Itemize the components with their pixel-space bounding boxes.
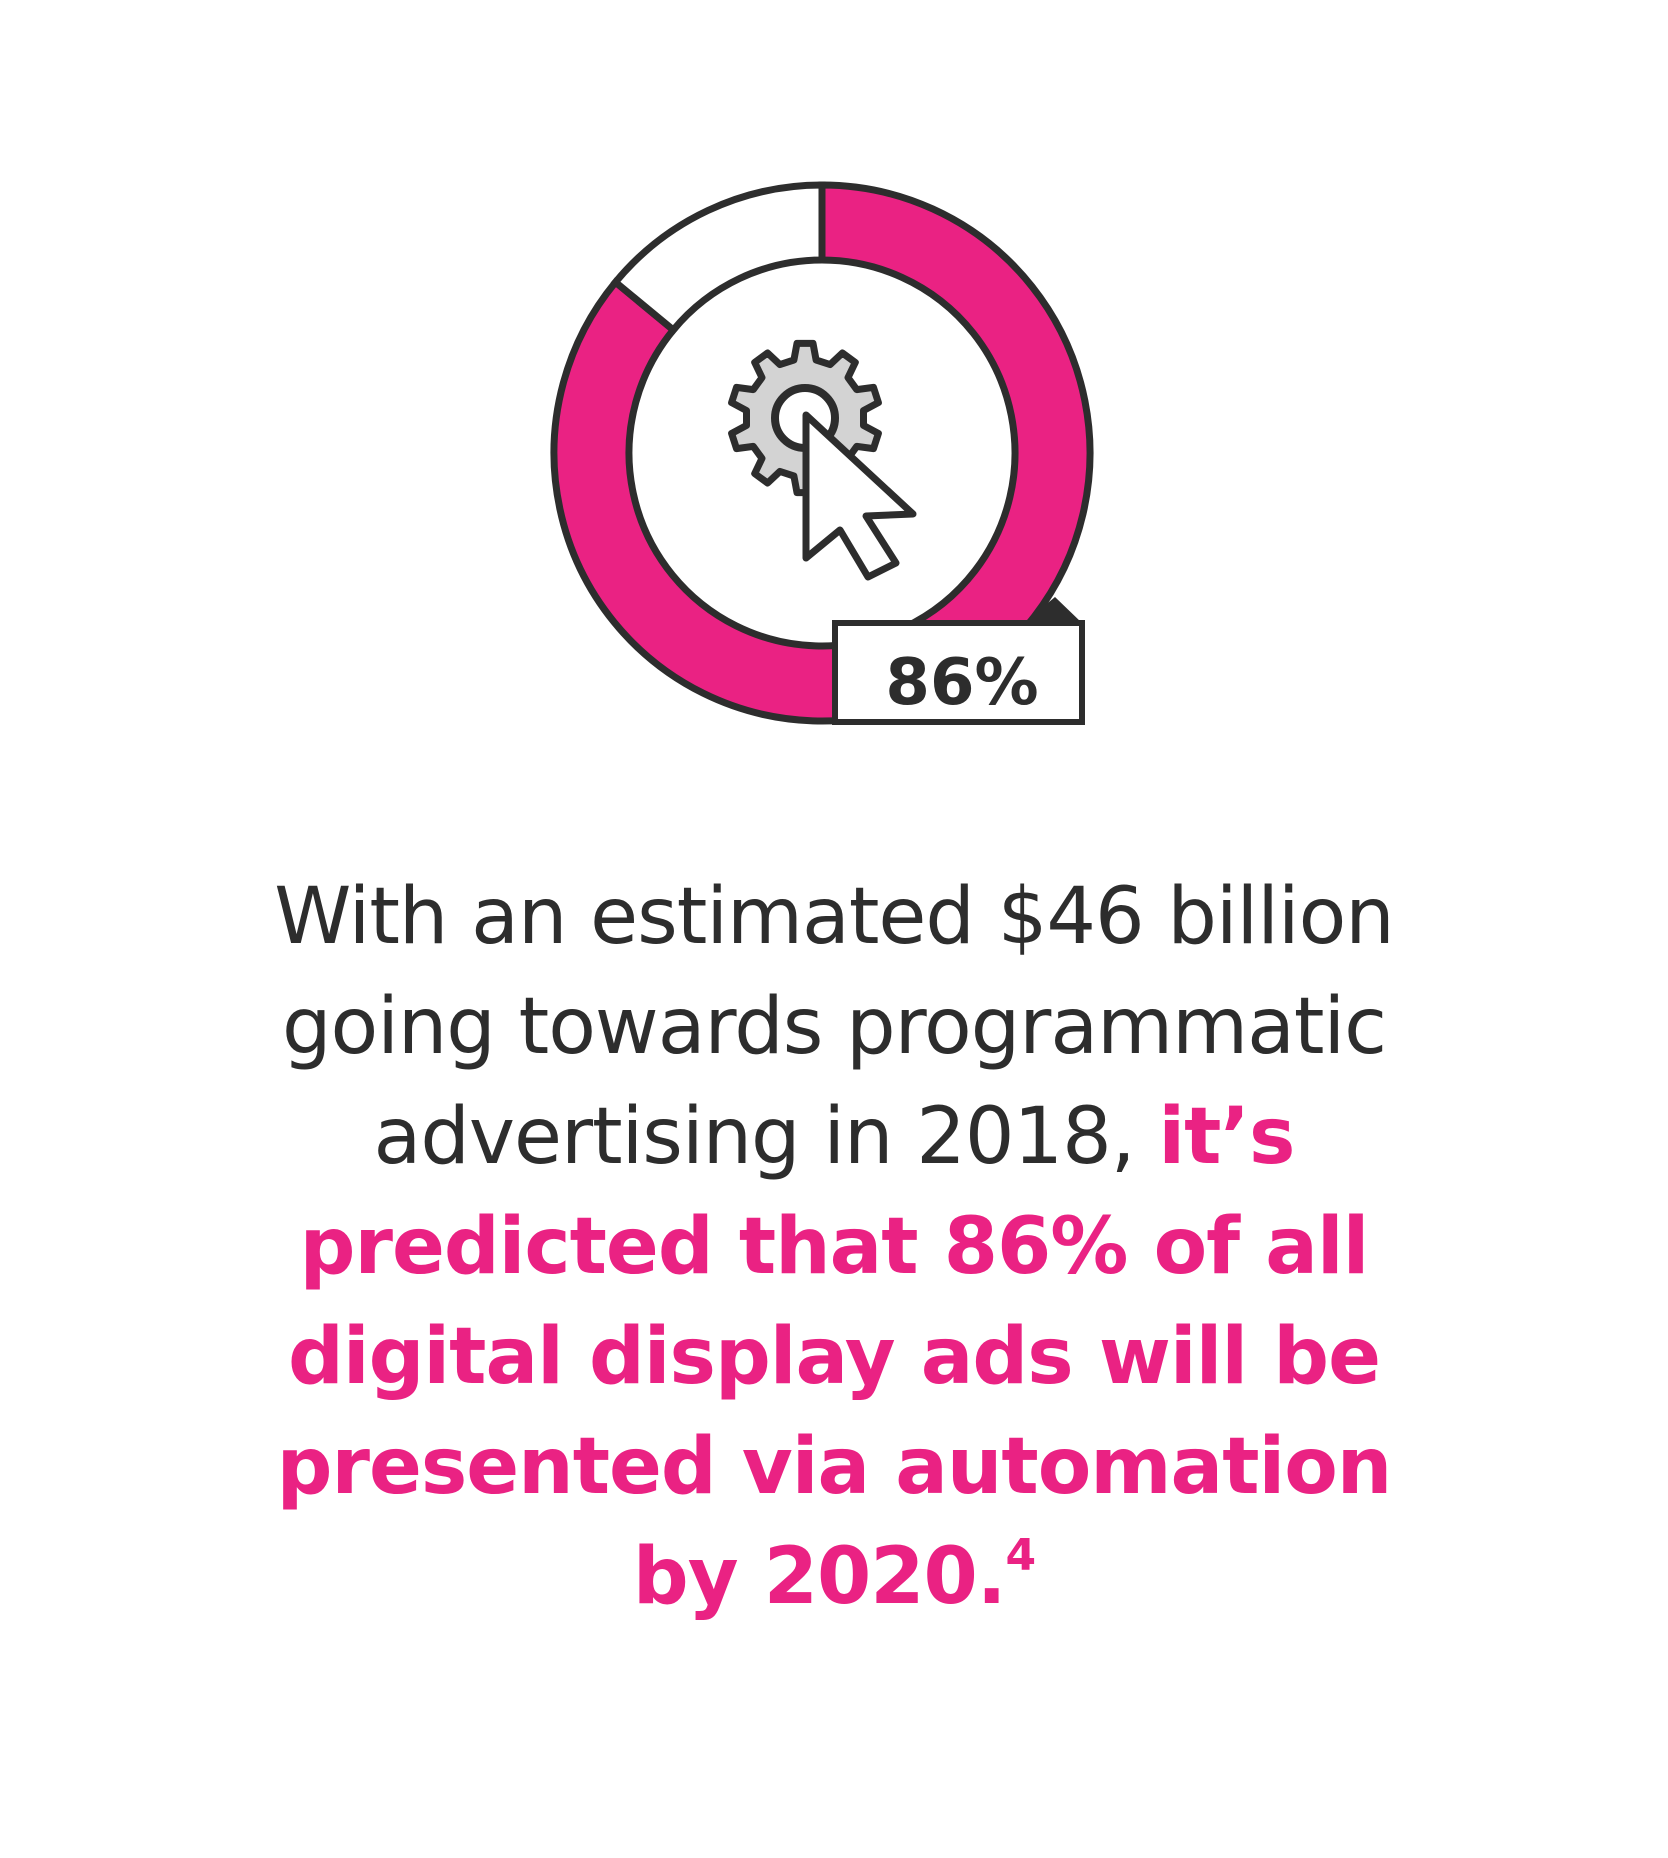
- donut-ring: [550, 181, 1094, 725]
- donut-slice-automated: [550, 181, 1094, 725]
- percent-callout: 86%: [832, 597, 1085, 725]
- footnote-marker: 4: [1005, 1530, 1036, 1581]
- callout-pointer: [1024, 597, 1082, 623]
- callout-box: [832, 620, 1085, 725]
- donut-chart: 86%: [550, 181, 1094, 725]
- caption-text: With an estimated $46 billion going towa…: [84, 862, 1584, 1632]
- caption-highlight-end: by 2020.: [632, 1532, 1007, 1622]
- cursor-icon: [802, 411, 917, 581]
- caption-line: advertising in 2018,: [373, 1092, 1136, 1182]
- caption-highlight: it’s: [1158, 1092, 1295, 1182]
- percent-label: 86%: [885, 646, 1038, 720]
- caption-line: With an estimated $46 billion: [274, 872, 1394, 962]
- caption-highlight-line: presented via automation: [276, 1422, 1393, 1512]
- gear-cursor-icon: [728, 339, 917, 581]
- donut-slice-other: [610, 181, 826, 335]
- caption-highlight-line: digital display ads will be: [288, 1312, 1381, 1402]
- caption-line: going towards programmatic: [281, 982, 1387, 1072]
- caption-highlight-line: predicted that 86% of all: [299, 1202, 1370, 1292]
